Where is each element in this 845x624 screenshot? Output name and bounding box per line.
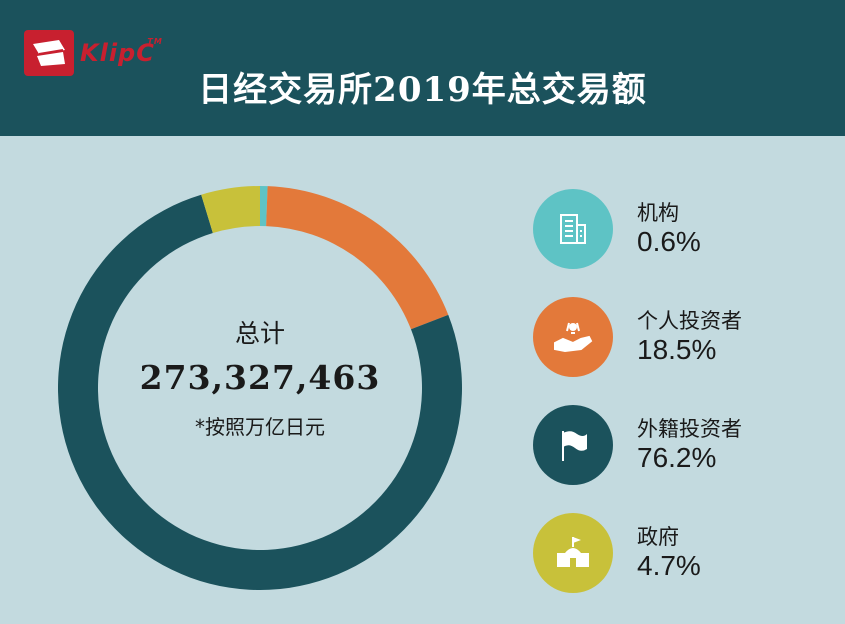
donut-slice-1 xyxy=(260,186,268,227)
donut-chart xyxy=(58,186,462,590)
legend-value: 0.6% xyxy=(637,226,701,257)
legend-item-government: 政府 4.7% xyxy=(533,513,701,593)
legend-label: 机构 xyxy=(637,201,679,225)
header-banner: KlipC TM 日经交易所2019年总交易额 xyxy=(0,0,845,136)
legend-label: 外籍投资者 xyxy=(637,417,742,441)
page-title: 日经交易所2019年总交易额 xyxy=(198,70,647,110)
klipc-logo: KlipC TM xyxy=(24,28,163,78)
legend-value: 18.5% xyxy=(637,334,717,365)
legend-label: 政府 xyxy=(637,525,679,549)
logo-text: KlipC TM xyxy=(80,37,163,67)
legend-item-foreign: 外籍投资者 76.2% xyxy=(533,405,742,485)
legend-label: 个人投资者 xyxy=(637,309,742,333)
legend-item-individual: 个人投资者 18.5% xyxy=(533,297,742,377)
donut-slice-2 xyxy=(266,186,449,330)
legend-value: 76.2% xyxy=(637,442,717,473)
klipc-logo-icon xyxy=(24,30,74,76)
government-building-icon xyxy=(533,513,613,593)
hand-coins-icon xyxy=(533,297,613,377)
legend-item-institution: 机构 0.6% xyxy=(533,189,701,269)
donut-slice-4 xyxy=(201,186,260,234)
legend-value: 4.7% xyxy=(637,550,701,581)
building-icon xyxy=(533,189,613,269)
flag-icon xyxy=(533,405,613,485)
